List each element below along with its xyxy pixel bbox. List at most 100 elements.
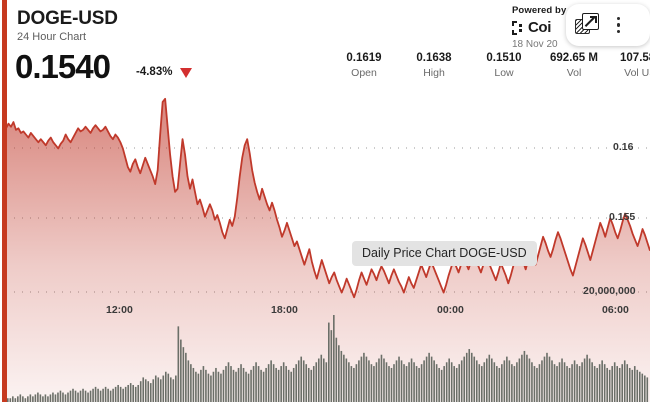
volume-bar bbox=[418, 367, 420, 402]
volume-bar bbox=[498, 367, 501, 402]
volume-bar bbox=[463, 356, 466, 402]
volume-bar bbox=[154, 375, 157, 402]
volume-bar bbox=[257, 366, 260, 402]
volume-bar bbox=[245, 371, 247, 402]
volume-bar bbox=[553, 364, 556, 402]
volume-bar bbox=[7, 398, 9, 402]
volume-bar bbox=[388, 366, 390, 402]
volume-bar bbox=[12, 396, 14, 402]
volume-bar bbox=[546, 352, 548, 402]
powered-by-block: Powered by Coi 18 Nov 20 bbox=[512, 5, 566, 50]
volume-bar bbox=[390, 367, 393, 402]
volume-bar bbox=[117, 384, 119, 402]
volume-bar bbox=[511, 364, 513, 402]
volume-bar bbox=[491, 358, 493, 402]
volume-bar bbox=[322, 358, 325, 402]
volume-bar bbox=[603, 364, 606, 402]
volume-bar bbox=[297, 360, 300, 402]
volume-bar bbox=[127, 384, 129, 402]
volume-bar bbox=[596, 367, 598, 402]
powered-by-label: Powered by bbox=[512, 5, 567, 16]
stat-value: 692.65 M bbox=[550, 52, 598, 64]
volume-bar bbox=[97, 388, 99, 402]
volume-bar bbox=[225, 366, 227, 402]
volume-bar bbox=[400, 360, 403, 402]
volume-bar bbox=[423, 360, 425, 402]
volume-bar bbox=[190, 364, 192, 402]
volume-bar bbox=[576, 364, 578, 402]
volume-bar bbox=[185, 352, 187, 402]
volume-bar bbox=[295, 364, 298, 402]
stat-high: 0.1638 High bbox=[410, 52, 458, 79]
volume-bar bbox=[613, 362, 616, 402]
volume-bar bbox=[315, 362, 318, 402]
volume-bar bbox=[616, 366, 619, 402]
volume-bar bbox=[373, 366, 375, 402]
volume-bar bbox=[197, 373, 200, 402]
volume-bar bbox=[237, 367, 240, 402]
chart-tooltip: Daily Price Chart DOGE-USD bbox=[352, 241, 537, 266]
volume-bar bbox=[395, 360, 398, 402]
volume-bar bbox=[623, 360, 626, 402]
volume-bar bbox=[368, 360, 370, 402]
volume-bar bbox=[57, 392, 59, 402]
price-area-fill bbox=[6, 98, 650, 402]
volume-bar bbox=[506, 356, 508, 402]
volume-bar bbox=[378, 358, 380, 402]
volume-bar bbox=[207, 373, 210, 402]
volume-bar bbox=[443, 366, 445, 402]
brand-logo[interactable]: Coi bbox=[512, 19, 566, 36]
volume-bar bbox=[67, 392, 69, 402]
stat-low: 0.1510 Low bbox=[480, 52, 528, 79]
volume-bar bbox=[167, 373, 170, 402]
volume-bar bbox=[518, 358, 521, 402]
volume-bar bbox=[250, 369, 252, 402]
price-chart[interactable]: 0.16 0.155 20,000,000 12:00 18:00 00:00 06:… bbox=[0, 80, 650, 402]
volume-bar bbox=[551, 360, 553, 402]
volume-bar bbox=[14, 398, 17, 402]
volume-bar bbox=[365, 356, 368, 402]
volume-bar bbox=[508, 360, 511, 402]
volume-bar bbox=[49, 394, 52, 402]
volume-bar bbox=[493, 362, 496, 402]
volume-bar bbox=[180, 339, 182, 402]
more-options-icon[interactable] bbox=[617, 16, 621, 34]
volume-bar bbox=[132, 384, 134, 402]
volume-bar bbox=[420, 364, 423, 402]
volume-bar bbox=[641, 373, 644, 402]
volume-bar bbox=[425, 356, 428, 402]
volume-bar bbox=[94, 386, 97, 402]
current-price: 0.1540 bbox=[15, 48, 111, 85]
volume-bar bbox=[485, 358, 488, 402]
volume-bar bbox=[581, 362, 583, 402]
volume-bar bbox=[72, 388, 74, 402]
volume-bar bbox=[172, 379, 175, 402]
volume-bar bbox=[74, 390, 77, 402]
brand-name: Coi bbox=[528, 19, 551, 36]
volume-bar bbox=[631, 369, 634, 402]
volume-bar bbox=[320, 354, 323, 402]
volume-bar bbox=[212, 371, 215, 402]
volume-bar bbox=[64, 394, 67, 402]
volume-bar bbox=[200, 369, 202, 402]
volume-bar bbox=[526, 354, 528, 402]
volume-bar bbox=[222, 369, 225, 402]
volume-bar bbox=[260, 369, 262, 402]
volume-bar bbox=[358, 360, 360, 402]
volume-bar bbox=[232, 369, 235, 402]
chart-subtitle: 24 Hour Chart bbox=[17, 31, 87, 43]
stat-value: 0.1619 bbox=[346, 52, 382, 64]
volume-bar bbox=[312, 366, 315, 402]
volume-bar bbox=[473, 356, 476, 402]
volume-bar bbox=[501, 364, 503, 402]
open-in-new-window-icon[interactable] bbox=[575, 13, 601, 37]
volume-bar bbox=[285, 366, 287, 402]
x-axis-tick-1200: 12:00 bbox=[106, 304, 133, 316]
volume-bar bbox=[195, 371, 197, 402]
volume-bar bbox=[47, 396, 49, 402]
volume-bar bbox=[531, 362, 533, 402]
volume-bar bbox=[267, 364, 270, 402]
volume-bar bbox=[380, 354, 383, 402]
volume-bar bbox=[330, 330, 333, 402]
